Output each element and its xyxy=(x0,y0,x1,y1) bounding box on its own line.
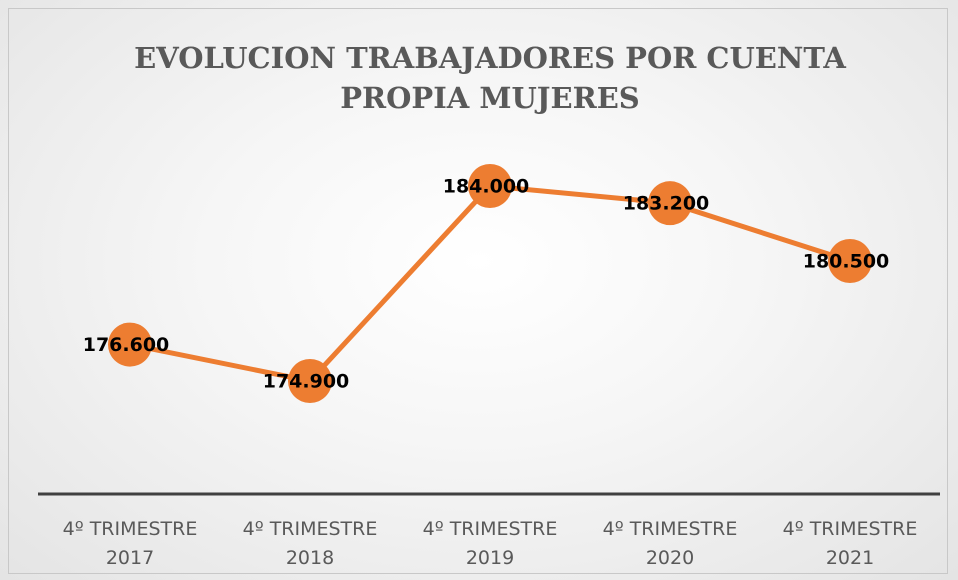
data-point xyxy=(468,164,512,208)
x-tick-label: 4º TRIMESTRE 2021 xyxy=(782,518,918,569)
data-label: 174.900 xyxy=(263,371,350,393)
data-label: 184.000 xyxy=(443,176,530,198)
x-tick-label: 4º TRIMESTRE 2019 xyxy=(422,518,558,569)
data-point xyxy=(288,359,332,403)
x-tick-label: 4º TRIMESTRE 2017 xyxy=(62,518,198,569)
data-label: 180.500 xyxy=(803,251,890,273)
data-point xyxy=(828,239,872,283)
chart-frame xyxy=(8,8,948,574)
x-tick-label: 4º TRIMESTRE 2020 xyxy=(602,518,738,569)
series-line xyxy=(129,183,851,384)
data-label: 183.200 xyxy=(623,193,710,215)
data-point xyxy=(108,322,152,367)
data-label: 176.600 xyxy=(83,334,170,356)
chart-title: EVOLUCION TRABAJADORES POR CUENTA PROPIA… xyxy=(134,41,846,115)
x-tick-label: 4º TRIMESTRE 2018 xyxy=(242,518,378,569)
data-point xyxy=(648,181,692,226)
